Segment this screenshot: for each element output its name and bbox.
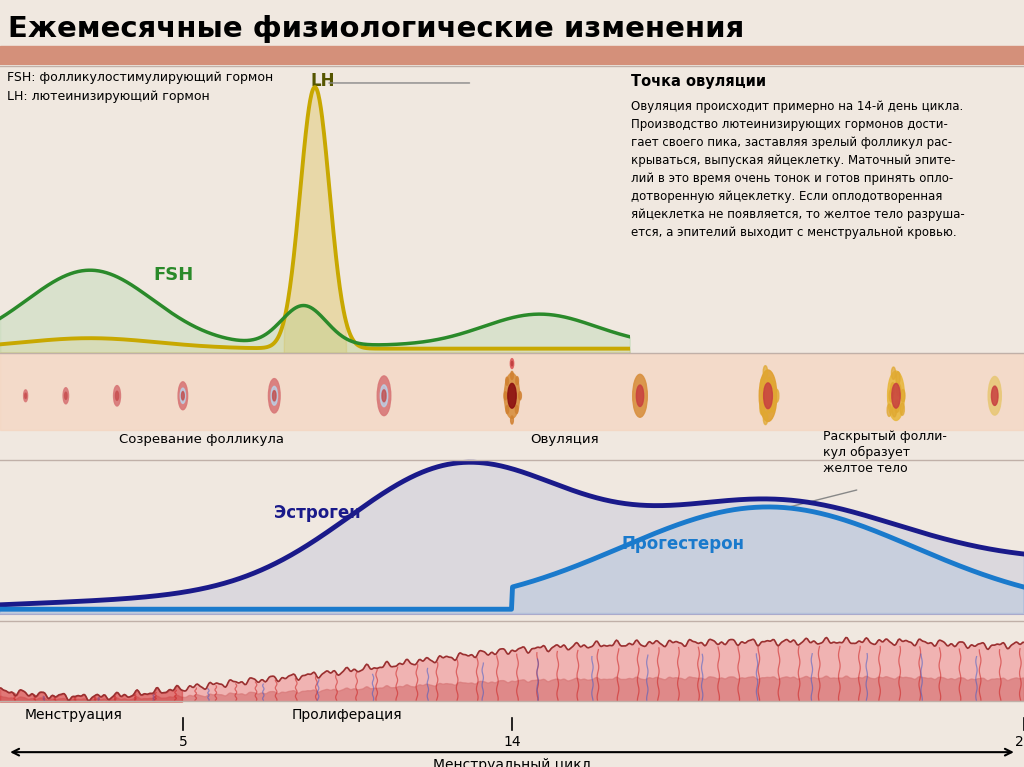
Circle shape [764, 383, 772, 409]
Circle shape [767, 377, 771, 390]
Circle shape [506, 377, 508, 384]
Circle shape [892, 367, 896, 380]
Text: LH: лютеинизирующий гормон: LH: лютеинизирующий гормон [7, 90, 210, 103]
Circle shape [380, 385, 388, 407]
Circle shape [504, 392, 507, 400]
Circle shape [65, 392, 67, 400]
Circle shape [897, 384, 901, 396]
Circle shape [377, 376, 391, 416]
Circle shape [25, 393, 27, 398]
Circle shape [895, 400, 899, 413]
Circle shape [633, 374, 647, 417]
Text: 14: 14 [503, 735, 521, 749]
Circle shape [761, 378, 765, 391]
Circle shape [988, 377, 1001, 415]
Circle shape [763, 412, 768, 425]
Text: Овуляция происходит примерно на 14-й день цикла.
Производство лютеинизирующих го: Овуляция происходит примерно на 14-й ден… [631, 100, 965, 239]
Circle shape [180, 388, 185, 403]
Circle shape [760, 402, 764, 415]
Circle shape [516, 407, 518, 415]
Text: Раскрытый фолли-
кул образует
желтое тело: Раскрытый фолли- кул образует желтое тел… [823, 430, 947, 476]
Circle shape [887, 404, 891, 416]
Circle shape [506, 407, 508, 415]
Bar [0, 46, 1024, 65]
Circle shape [63, 388, 69, 403]
Text: FSH: фолликулостимулирующий гормон: FSH: фолликулостимулирующий гормон [7, 71, 273, 84]
Circle shape [504, 374, 519, 418]
Text: Созревание фолликула: Созревание фолликула [119, 433, 284, 446]
Circle shape [892, 384, 900, 408]
Text: Ежемесячные физиологические изменения: Ежемесячные физиологические изменения [8, 15, 744, 44]
Text: Овуляция: Овуляция [530, 433, 599, 446]
Circle shape [896, 372, 900, 384]
Circle shape [24, 390, 28, 402]
Circle shape [511, 361, 513, 366]
Circle shape [271, 387, 278, 405]
Bar [0, 353, 1024, 430]
Text: 5: 5 [178, 735, 187, 749]
Text: Точка овуляции: Точка овуляции [631, 74, 766, 89]
Circle shape [770, 399, 775, 412]
Circle shape [272, 390, 276, 401]
Circle shape [510, 359, 514, 368]
Circle shape [891, 383, 895, 395]
Circle shape [889, 390, 893, 402]
Circle shape [516, 374, 519, 383]
Circle shape [901, 390, 905, 402]
Circle shape [888, 371, 904, 420]
Circle shape [114, 386, 121, 406]
Circle shape [767, 400, 771, 413]
Circle shape [511, 414, 513, 423]
Text: Эстроген: Эстроген [274, 505, 360, 522]
Circle shape [636, 385, 644, 407]
Circle shape [116, 391, 119, 400]
Circle shape [508, 384, 516, 408]
Circle shape [511, 372, 513, 380]
Text: Менструация: Менструация [25, 708, 122, 722]
Circle shape [763, 366, 768, 379]
Circle shape [759, 370, 777, 422]
Text: Пролиферация: Пролиферация [292, 708, 402, 722]
Circle shape [181, 392, 184, 400]
Text: 28: 28 [1015, 735, 1024, 749]
Circle shape [770, 380, 774, 393]
Text: Менструальный цикл: Менструальный цикл [433, 758, 591, 767]
Circle shape [762, 390, 767, 402]
Text: FSH: FSH [153, 265, 194, 284]
Circle shape [178, 382, 187, 410]
Circle shape [900, 403, 904, 415]
Circle shape [991, 386, 998, 406]
Circle shape [519, 392, 521, 400]
Text: LH: LH [310, 72, 335, 90]
Circle shape [382, 390, 386, 402]
Circle shape [268, 379, 281, 413]
Circle shape [774, 390, 779, 402]
Circle shape [892, 405, 896, 417]
Text: Прогестерон: Прогестерон [622, 535, 744, 553]
